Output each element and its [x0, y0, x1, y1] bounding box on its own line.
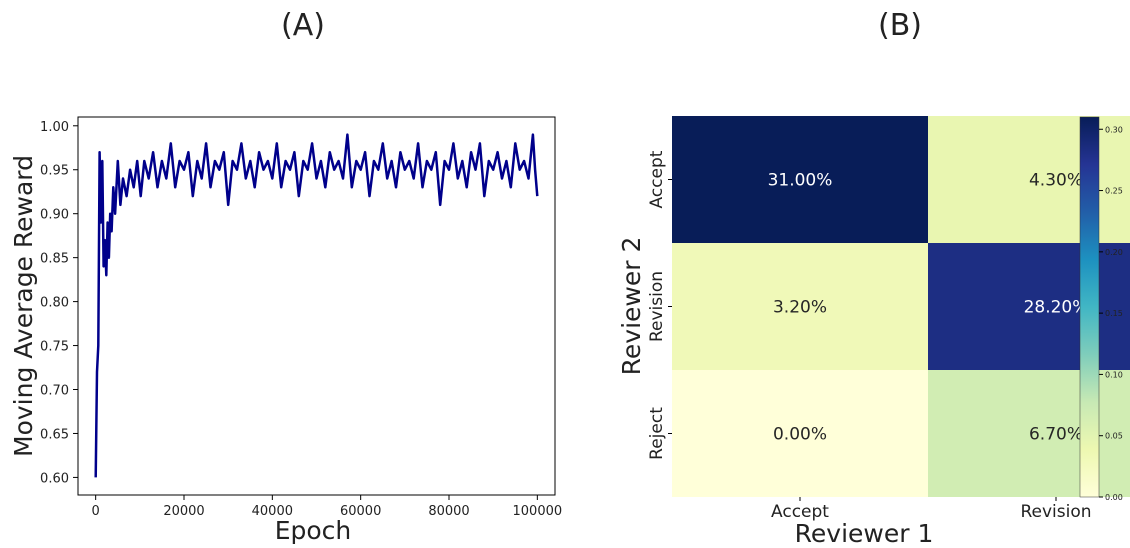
heatmap-cell-label: 31.00%	[768, 171, 833, 191]
y-tick-label: 0.80	[40, 296, 69, 311]
heatmap-y-category: Accept	[647, 150, 667, 208]
colorbar-tick-label: 0.30	[1105, 125, 1123, 134]
y-axis-ticks: 0.60 0.65 0.70 0.75 0.80 0.85 0.90 0.95 1.00	[40, 120, 78, 487]
x-tick-label: 100000	[513, 504, 563, 519]
panel-a: (A) 0 20000 40000 60000 80000 100000 0.600.65…	[9, 8, 562, 545]
heatmap-x-axis-label: Reviewer 1	[795, 519, 934, 548]
heatmap-y-categories: Accept Revision Reject	[647, 150, 672, 460]
colorbar-tick-label: 0.00	[1105, 493, 1123, 502]
heatmap-y-category: Reject	[647, 407, 667, 460]
colorbar-tick-label: 0.05	[1105, 432, 1123, 441]
y-tick-label: 0.65	[40, 427, 69, 442]
colorbar-tick-label: 0.15	[1105, 309, 1123, 318]
y-tick-label: 1.00	[40, 120, 69, 135]
colorbar-tick-label: 0.25	[1105, 187, 1123, 196]
x-tick-label: 80000	[428, 504, 469, 519]
panel-b-label: (B)	[878, 8, 922, 43]
heatmap-cell-label: 0.00%	[773, 425, 827, 445]
y-axis-label: Moving Average Reward	[9, 155, 38, 457]
heatmap-y-category: Revision	[647, 271, 667, 342]
colorbar	[1080, 117, 1099, 497]
y-tick-label: 0.70	[40, 384, 69, 399]
y-tick-label: 0.75	[40, 340, 69, 355]
heatmap-cell-label: 28.20%	[1024, 298, 1089, 318]
x-axis-label: Epoch	[275, 516, 352, 545]
line-plot-area	[96, 135, 538, 478]
colorbar-tick-label: 0.20	[1105, 248, 1123, 257]
heatmap-y-axis-label: Reviewer 2	[617, 237, 646, 376]
x-tick-label: 20000	[163, 504, 204, 519]
heatmap-cell-label: 3.20%	[773, 298, 827, 318]
y-tick-label: 0.90	[40, 208, 69, 223]
y-tick-label: 0.60	[40, 471, 69, 486]
x-tick-label: 0	[92, 504, 100, 519]
heatmap-x-category: Revision	[1020, 502, 1091, 522]
colorbar-tick-label: 0.10	[1105, 370, 1123, 379]
line-series-0	[96, 135, 538, 478]
y-tick-label: 0.95	[40, 164, 69, 179]
heatmap-cell-label: 4.30%	[1029, 171, 1083, 191]
panel-a-label: (A)	[281, 8, 325, 43]
heatmap-cell-label: 6.70%	[1029, 425, 1083, 445]
y-tick-label: 0.85	[40, 252, 69, 267]
panel-b: (B) 31.00%4.30%0.00%3.20%28.20%1.00%0.00…	[617, 8, 1130, 548]
